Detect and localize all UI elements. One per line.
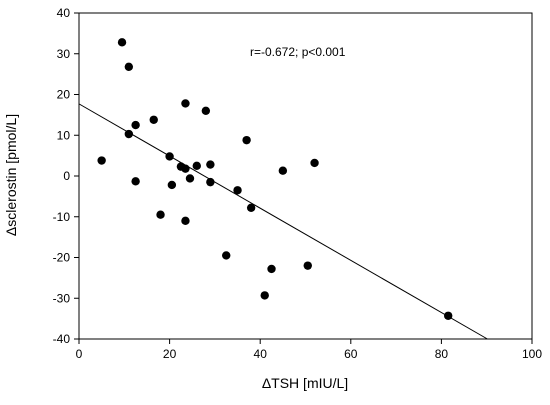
- data-point: [303, 261, 312, 270]
- data-point: [206, 160, 215, 169]
- data-point: [310, 158, 319, 168]
- y-tick-label: 10: [57, 128, 71, 142]
- data-point: [260, 291, 269, 300]
- data-point: [181, 216, 190, 226]
- data-point: [149, 115, 158, 124]
- data-point: [181, 99, 190, 108]
- x-axis-label: ΔTSH [mIU/L]: [262, 375, 348, 391]
- regression-line-group: [78, 103, 488, 340]
- data-point: [97, 156, 106, 165]
- data-point: [267, 264, 276, 274]
- x-tick-label: 0: [76, 347, 83, 361]
- y-tick-label: -40: [53, 332, 71, 346]
- data-points: [97, 38, 453, 320]
- data-point: [242, 135, 251, 145]
- axes: [78, 12, 533, 340]
- x-tick-label: 80: [435, 347, 449, 361]
- data-point: [117, 38, 127, 47]
- y-axis-label: Δsclerostin [pmol/L]: [3, 114, 19, 236]
- data-point: [201, 106, 211, 116]
- data-point: [192, 161, 201, 171]
- y-tick-label: 40: [57, 6, 71, 20]
- data-point: [185, 174, 195, 183]
- regression-line: [78, 103, 488, 340]
- y-tick-label: -30: [53, 291, 71, 305]
- data-point: [278, 166, 288, 175]
- data-point: [165, 152, 174, 161]
- x-tick-label: 20: [163, 347, 177, 361]
- data-point: [222, 251, 231, 260]
- data-point: [443, 311, 453, 320]
- x-tick-label: 40: [254, 347, 268, 361]
- data-point: [124, 129, 134, 139]
- axis-ticks: 0 20 40 60 80 100 -40 -30 -20 -10 0 10 20 30 40: [53, 6, 543, 361]
- y-tick-label: 30: [57, 47, 71, 61]
- data-point: [131, 120, 140, 130]
- y-tick-label: 20: [57, 88, 71, 102]
- data-point: [206, 177, 215, 187]
- x-tick-label: 60: [344, 347, 358, 361]
- y-tick-label: 0: [63, 169, 70, 183]
- data-point: [156, 210, 165, 219]
- x-tick-label: 100: [522, 347, 542, 361]
- data-point: [246, 203, 256, 212]
- data-point: [233, 186, 242, 195]
- data-point: [167, 180, 177, 190]
- y-tick-label: -20: [53, 251, 71, 265]
- data-point: [181, 164, 190, 173]
- plot-frame: [78, 12, 533, 340]
- correlation-annotation: r=-0.672; p<0.001: [250, 45, 346, 59]
- data-point: [131, 177, 140, 186]
- y-tick-label: -10: [53, 210, 71, 224]
- data-point: [124, 62, 134, 71]
